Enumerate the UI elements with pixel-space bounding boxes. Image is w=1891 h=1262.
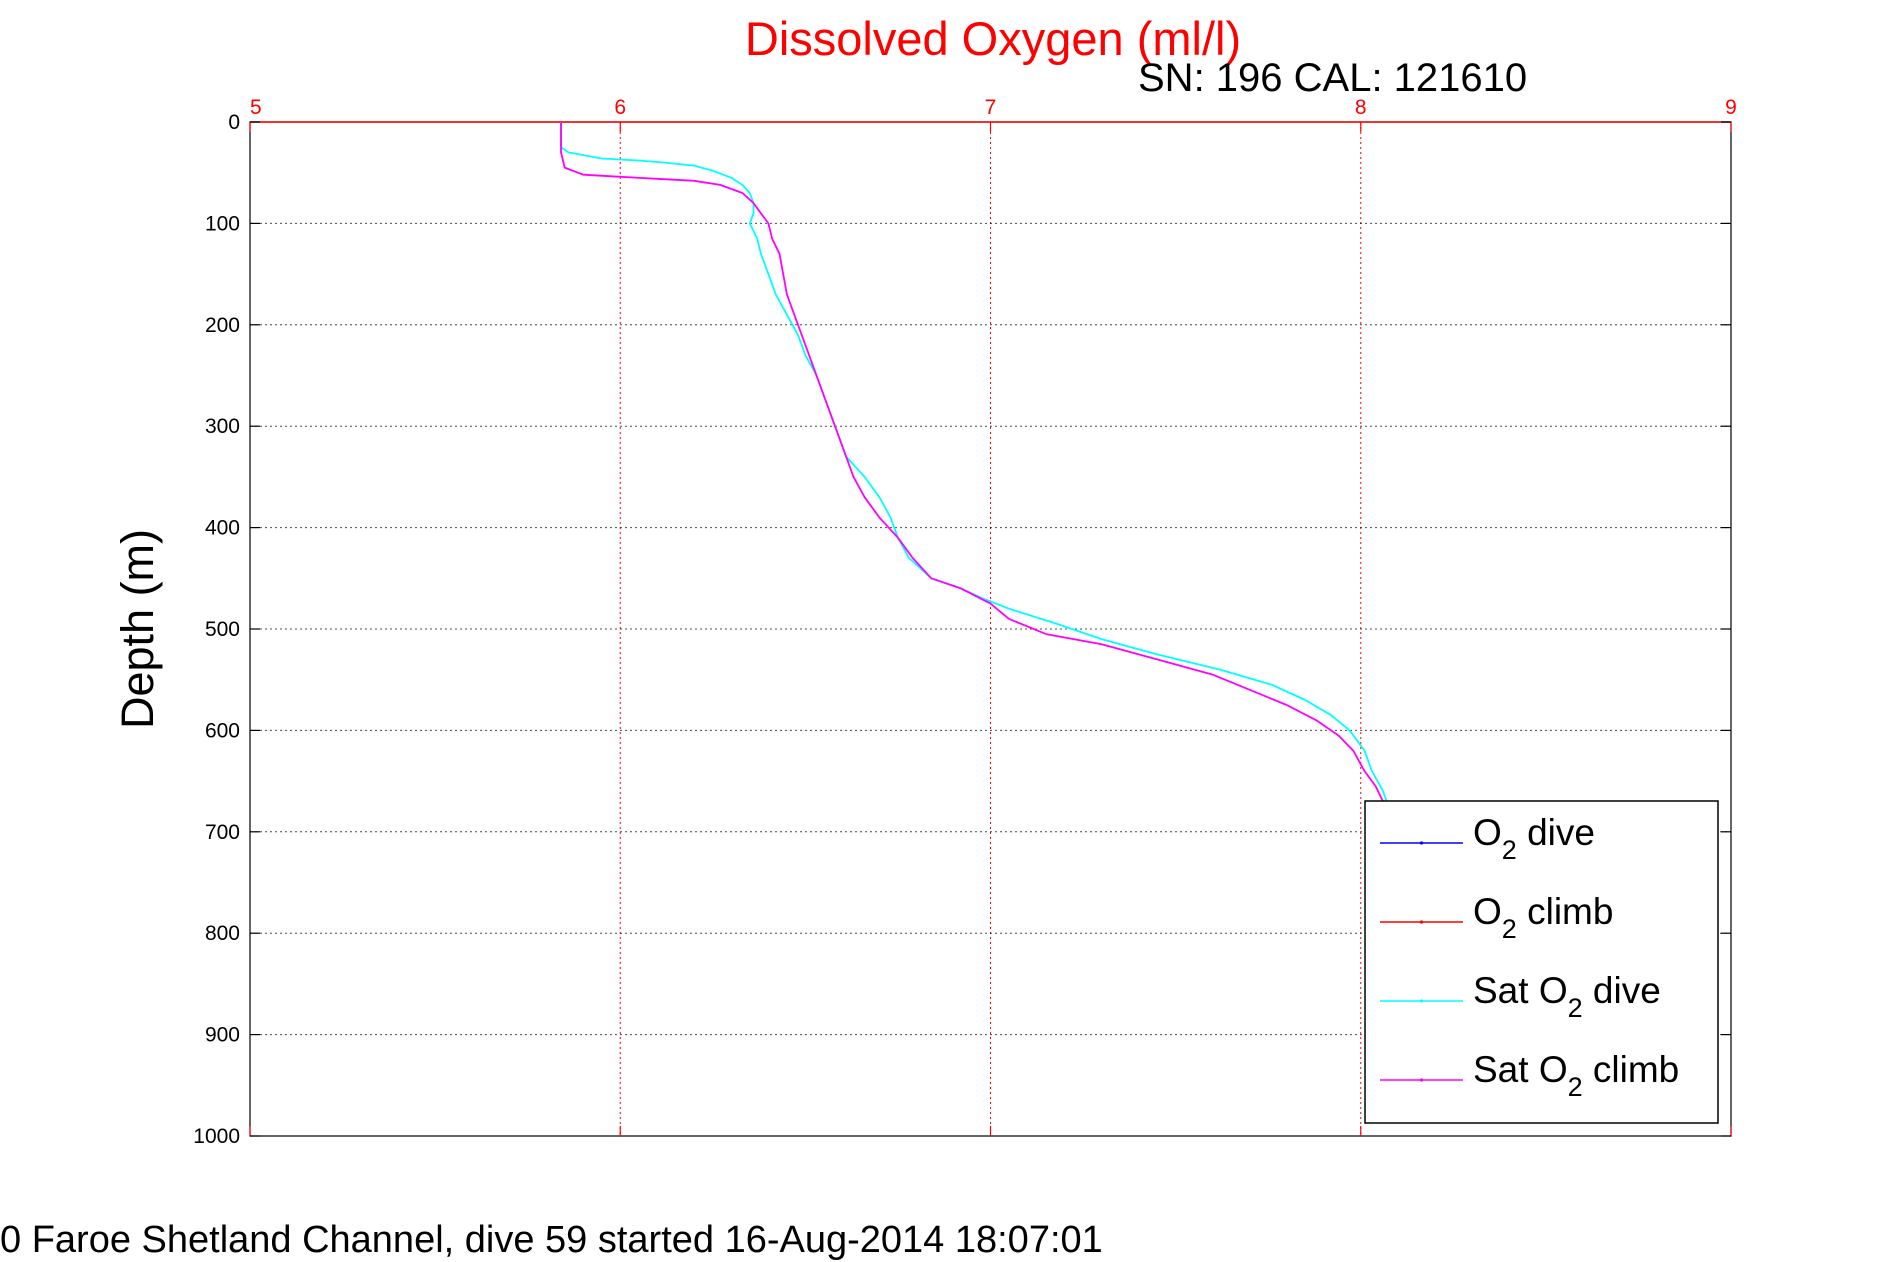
legend: O2 dive O2 climb Sat O2 dive Sat O2 climb <box>1364 800 1719 1124</box>
chart-subtitle: SN: 196 CAL: 121610 <box>1138 56 1527 100</box>
legend-marker <box>1419 920 1424 924</box>
legend-marker <box>1419 841 1424 845</box>
x-tick-label: 7 <box>985 96 997 119</box>
chart-title: Dissolved Oxygen (ml/l) <box>745 12 1241 65</box>
legend-label: O2 dive <box>1473 812 1595 865</box>
y-tick-label: 200 <box>205 314 240 337</box>
x-tick-label: 9 <box>1725 96 1737 119</box>
x-tick-label: 5 <box>250 96 262 119</box>
data-series <box>560 122 1388 802</box>
y-tick-label: 700 <box>205 821 240 844</box>
y-tick-label: 300 <box>205 415 240 438</box>
footer-caption: 0 Faroe Shetland Channel, dive 59 starte… <box>0 1219 1103 1261</box>
y-tick-label: 1000 <box>193 1125 240 1148</box>
y-axis-ticks: 0 100 200 300 400 500 600 700 800 900 1000 <box>193 111 1731 1148</box>
y-tick-label: 500 <box>205 618 240 641</box>
y-tick-label: 900 <box>205 1024 240 1047</box>
legend-marker <box>1419 999 1424 1003</box>
series-line-sat-o2-climb <box>560 122 1384 802</box>
y-tick-label: 100 <box>205 212 240 235</box>
legend-marker <box>1419 1078 1424 1082</box>
x-tick-label: 6 <box>614 96 626 119</box>
y-tick-label: 800 <box>205 922 240 945</box>
x-axis-ticks: 5 6 7 8 9 <box>249 96 1737 1136</box>
y-tick-label: 400 <box>205 517 240 540</box>
legend-label: O2 climb <box>1473 891 1613 944</box>
legend-box <box>1364 800 1719 1124</box>
grid-lines <box>250 122 1731 1136</box>
y-axis-label: Depth (m) <box>112 529 163 729</box>
series-line-sat-o2-dive <box>560 122 1388 802</box>
y-tick-label: 600 <box>205 719 240 742</box>
legend-label: Sat O2 climb <box>1473 1049 1679 1102</box>
x-tick-label: 8 <box>1355 96 1367 119</box>
legend-label: Sat O2 dive <box>1473 970 1661 1023</box>
y-tick-label: 0 <box>228 111 240 134</box>
